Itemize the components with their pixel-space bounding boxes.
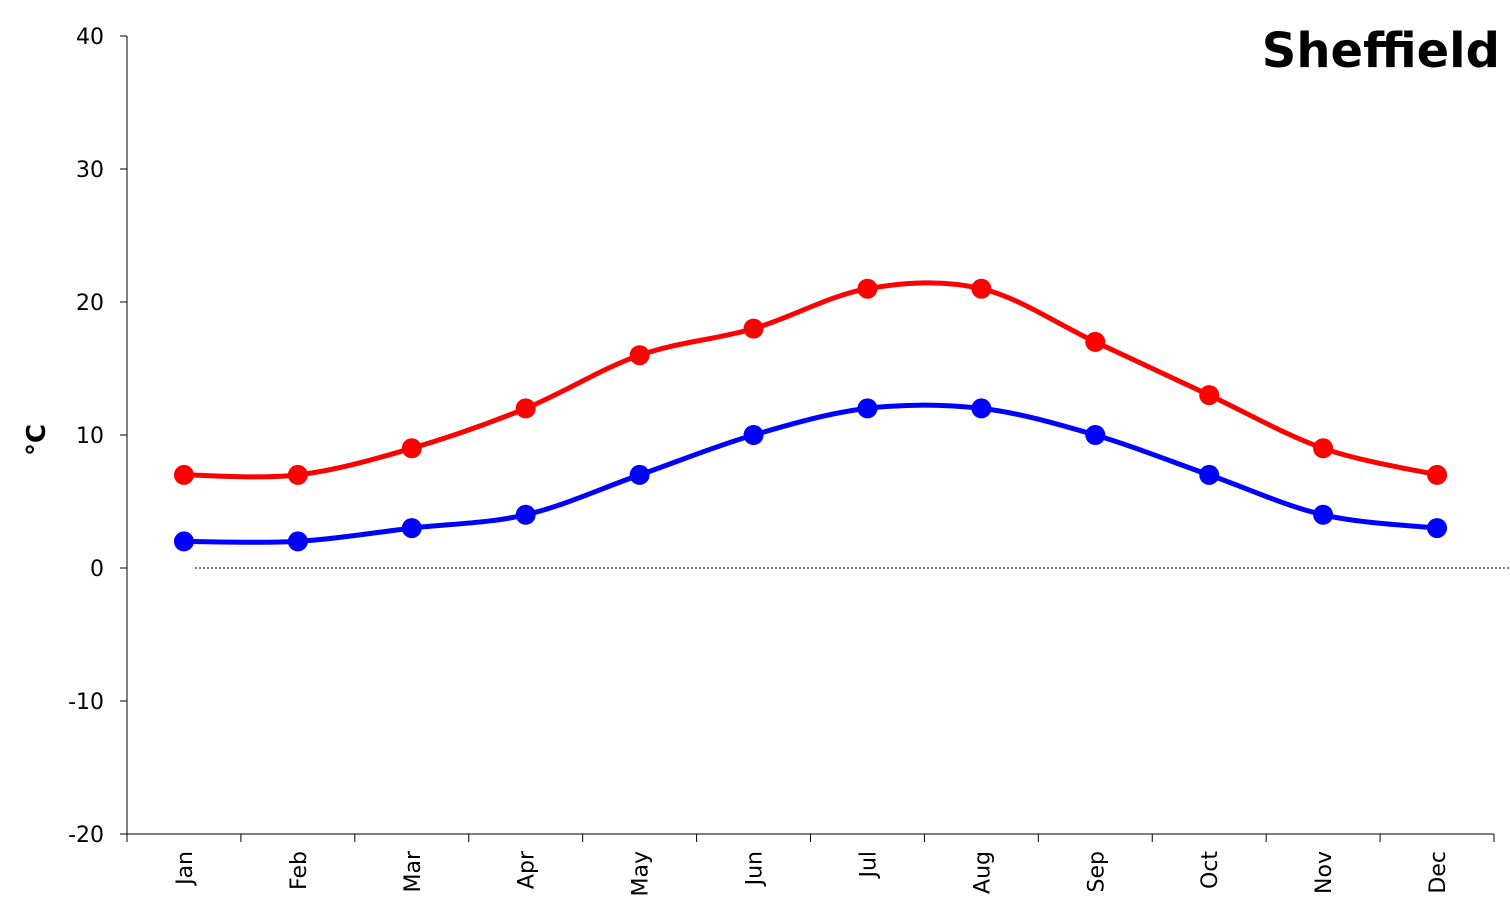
axes-layer bbox=[120, 35, 1495, 842]
data-point bbox=[287, 531, 308, 552]
data-point bbox=[401, 438, 422, 459]
series-layer bbox=[173, 278, 1448, 552]
data-point bbox=[1313, 504, 1334, 525]
label-layer: 40 30 20 10 0 -10 -20 Jan Feb Mar Apr May Jun Jul Aug S… bbox=[68, 25, 1451, 896]
x-tick-label: Oct bbox=[1198, 851, 1223, 889]
y-tick-label: -20 bbox=[68, 823, 104, 848]
data-point bbox=[1085, 331, 1106, 352]
series-0 bbox=[173, 278, 1448, 485]
y-tick-label: 30 bbox=[76, 158, 104, 183]
data-point bbox=[1199, 385, 1220, 406]
data-point bbox=[515, 398, 536, 419]
data-point bbox=[1427, 518, 1448, 539]
x-tick-label: Apr bbox=[515, 850, 540, 889]
data-point bbox=[1085, 425, 1106, 445]
data-point bbox=[173, 531, 194, 552]
data-point bbox=[971, 278, 992, 299]
y-tick-label: 10 bbox=[76, 424, 104, 449]
data-point bbox=[629, 464, 650, 485]
x-tick-label: Jan bbox=[173, 851, 198, 887]
data-point bbox=[857, 278, 878, 299]
y-tick-label: 20 bbox=[76, 291, 104, 316]
y-tick-label: -10 bbox=[68, 690, 104, 715]
x-tick-label: Sep bbox=[1084, 851, 1109, 892]
y-tick-label: 0 bbox=[90, 557, 104, 582]
data-point bbox=[515, 504, 536, 525]
data-point bbox=[173, 464, 194, 485]
x-tick-label: Nov bbox=[1312, 851, 1337, 894]
x-tick-label: Aug bbox=[970, 851, 995, 894]
x-tick-label: Feb bbox=[287, 851, 312, 890]
series-1 bbox=[173, 398, 1448, 552]
data-point bbox=[629, 345, 650, 366]
series-line bbox=[181, 402, 1440, 545]
y-axis-title: °C bbox=[22, 424, 52, 456]
data-point bbox=[857, 398, 878, 419]
data-point bbox=[1199, 464, 1220, 485]
x-tick-label: Mar bbox=[401, 850, 426, 892]
series-line bbox=[181, 280, 1440, 480]
y-tick-label: 40 bbox=[76, 25, 104, 50]
data-point bbox=[743, 318, 764, 339]
data-point bbox=[971, 398, 992, 419]
data-point bbox=[287, 464, 308, 485]
x-tick-label: Jul bbox=[856, 851, 881, 880]
data-point bbox=[401, 518, 422, 539]
x-tick-label: Dec bbox=[1426, 851, 1451, 894]
data-point bbox=[743, 425, 764, 445]
data-point bbox=[1427, 464, 1448, 485]
x-tick-label: May bbox=[629, 851, 654, 896]
data-point bbox=[1313, 438, 1334, 459]
chart-title: Sheffield bbox=[1262, 23, 1500, 79]
x-tick-label: Jun bbox=[743, 851, 768, 887]
